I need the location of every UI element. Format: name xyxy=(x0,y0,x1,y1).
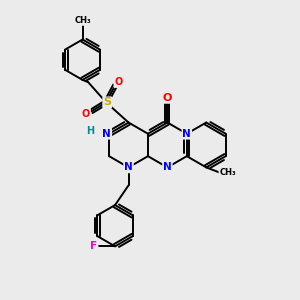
Text: O: O xyxy=(82,109,90,118)
Text: CH₃: CH₃ xyxy=(219,169,236,178)
Text: N: N xyxy=(163,162,172,172)
Text: N: N xyxy=(182,129,191,139)
Text: CH₃: CH₃ xyxy=(74,16,91,25)
Text: O: O xyxy=(114,77,123,87)
Text: N: N xyxy=(124,162,133,172)
Text: O: O xyxy=(163,93,172,103)
Text: H: H xyxy=(86,127,94,136)
Text: N: N xyxy=(103,129,111,139)
Text: S: S xyxy=(103,97,111,107)
Text: F: F xyxy=(90,241,97,251)
